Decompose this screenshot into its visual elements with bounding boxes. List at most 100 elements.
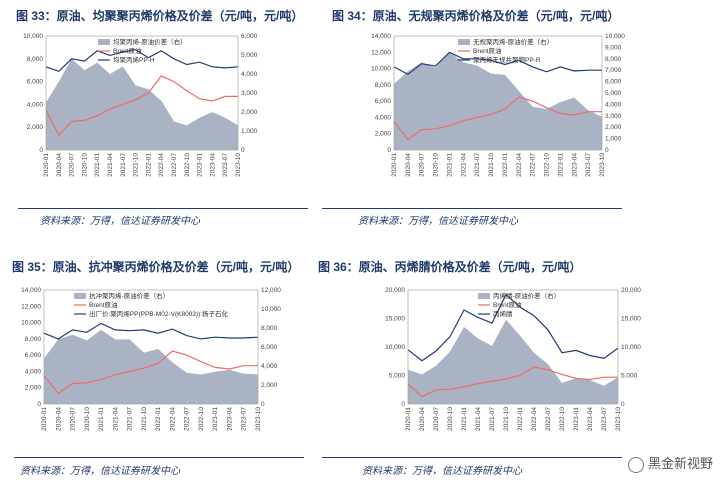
right-axis-tick-label: 3,000 [605, 113, 622, 120]
chart-title: 图 35：原油、抗冲聚丙烯价格及价差（元/吨，元/吨） [12, 260, 300, 274]
source-rule [14, 457, 304, 458]
x-axis-tick-label: 2023-10 [599, 153, 606, 177]
chart-svg: 0 2,000 4,000 6,000 8,000 10,000 12,000 14,000 0… [371, 33, 625, 177]
x-axis-tick-label: 2021-07 [120, 153, 127, 177]
x-axis-tick-label: 2021-04 [107, 153, 114, 177]
series-line [45, 49, 239, 72]
left-axis-tick-label: 4,000 [27, 101, 44, 108]
x-axis-tick-label: 2021-04 [475, 407, 482, 431]
legend-label: 抗冲聚丙烯-原油价差（右） [89, 291, 169, 300]
x-axis-tick-label: 2023-01 [197, 153, 204, 177]
legend-label: 无规聚丙烯-原油价差（右） [473, 37, 553, 46]
x-axis-tick-label: 2022-04 [169, 407, 176, 431]
x-axis-tick-label: 2022-04 [158, 153, 165, 177]
right-axis-tick-label: 4,000 [261, 363, 278, 370]
left-axis-tick-label: 0 [401, 401, 405, 408]
legend-label: 丙烯腈 [493, 309, 513, 318]
x-axis-tick-label: 2021-01 [446, 153, 453, 177]
x-axis-tick-label: 2022-01 [502, 153, 509, 177]
left-axis-tick-label: 10,000 [385, 344, 405, 351]
x-axis-tick-label: 2023-10 [615, 407, 622, 431]
right-axis-tick-label: 0 [261, 401, 265, 408]
series-line [407, 293, 619, 362]
legend-label: 均聚丙烯-原油价差（右） [113, 37, 187, 46]
x-axis-tick-label: 2022-10 [198, 407, 205, 431]
right-axis-tick-label: 5,000 [241, 52, 258, 59]
chart-svg: 0 2,000 4,000 6,000 8,000 10,000 12,000 14,000 0… [21, 287, 281, 431]
legend-label: Brent原油 [89, 300, 118, 309]
x-axis-tick-label: 2022-10 [559, 407, 566, 431]
left-axis-tick-label: 4,000 [25, 368, 42, 375]
x-axis-tick-label: 2022-10 [544, 153, 551, 177]
x-axis-tick-label: 2022-01 [155, 407, 162, 431]
x-axis-tick-label: 2023-01 [573, 407, 580, 431]
left-axis-tick-label: 20,000 [385, 287, 405, 294]
series-area [394, 52, 602, 150]
chart-panel-34: 图 34：原油、无规聚丙烯价格及价差（元/吨，元/吨） 0 2,000 4,000 6… [322, 0, 723, 244]
series-line [45, 75, 238, 137]
legend-label: Brent原油 [113, 46, 142, 55]
legend-label: 均聚丙烯PP-H [113, 55, 155, 64]
right-axis-tick-label: 4,000 [605, 101, 622, 108]
x-axis-tick-label: 2023-01 [557, 153, 564, 177]
right-axis-tick-label: 0 [621, 401, 625, 408]
watermark-text: 黑金新视野 [647, 456, 713, 472]
x-axis-tick-label: 2022-04 [531, 407, 538, 431]
series-area [44, 329, 258, 404]
left-axis-tick-label: 10,000 [21, 320, 41, 327]
left-axis-tick-label: 0 [387, 147, 391, 154]
left-axis-tick-label: 4,000 [375, 114, 392, 121]
x-axis-tick-label: 2020-07 [419, 153, 426, 177]
x-axis-tick-label: 2021-01 [98, 407, 105, 431]
x-axis-tick-label: 2020-01 [41, 407, 48, 431]
left-axis-tick-label: 12,000 [21, 303, 41, 310]
x-axis-tick-label: 2020-10 [81, 153, 88, 177]
right-axis-tick-label: 4,000 [241, 71, 258, 78]
legend-swatch [74, 293, 86, 299]
legend-swatch [458, 39, 470, 45]
series-line [407, 366, 618, 398]
left-axis-tick-label: 8,000 [25, 336, 42, 343]
series-line [393, 51, 602, 76]
x-axis-tick-label: 2023-04 [209, 153, 216, 177]
x-axis-tick-label: 2023-04 [587, 407, 594, 431]
x-axis-tick-label: 2021-10 [141, 407, 148, 431]
right-axis-tick-label: 8,000 [261, 325, 278, 332]
right-axis-tick-label: 0 [605, 147, 609, 154]
left-axis-tick-label: 0 [39, 147, 43, 154]
left-axis-tick-label: 10,000 [371, 66, 391, 73]
x-axis-tick-label: 2021-10 [133, 153, 140, 177]
legend-label: 出厂价:聚丙烯PP(PPB-M02-V(K8003)):扬子石化 [89, 309, 229, 318]
right-axis-tick-label: 6,000 [241, 33, 258, 40]
x-axis-tick-label: 2020-10 [84, 407, 91, 431]
left-axis-tick-label: 2,000 [25, 385, 42, 392]
right-axis-tick-label: 3,000 [241, 90, 258, 97]
x-axis-tick-label: 2023-04 [226, 407, 233, 431]
x-axis-tick-label: 2021-07 [474, 153, 481, 177]
x-axis-tick-label: 2021-10 [488, 153, 495, 177]
right-axis-tick-label: 5,000 [621, 373, 638, 380]
right-axis-tick-label: 20,000 [621, 287, 641, 294]
x-axis-tick-label: 2022-07 [545, 407, 552, 431]
x-axis-tick-label: 2022-01 [517, 407, 524, 431]
x-axis-tick-label: 2023-10 [235, 153, 242, 177]
source-note: 资料来源：万得，信达证券研发中心 [358, 216, 518, 227]
x-axis-tick-label: 2021-01 [94, 153, 101, 177]
x-axis-tick-label: 2020-01 [405, 407, 412, 431]
right-axis-tick-label: 2,000 [605, 124, 622, 131]
x-axis-tick-label: 2020-07 [433, 407, 440, 431]
source-rule [322, 457, 622, 458]
legend-swatch [478, 293, 490, 299]
x-axis-tick-label: 2023-07 [585, 153, 592, 177]
x-axis-tick-label: 2020-10 [447, 407, 454, 431]
x-axis-tick-label: 2020-04 [56, 153, 63, 177]
series-line [393, 96, 602, 141]
series-area [408, 319, 618, 404]
right-axis-tick-label: 10,000 [261, 306, 281, 313]
plot-frame [45, 35, 239, 151]
source-note: 资料来源：万得，信达证券研发中心 [40, 216, 200, 227]
right-axis-tick-label: 5,000 [605, 90, 622, 97]
plot-frame [43, 289, 259, 405]
x-axis-tick-label: 2021-07 [489, 407, 496, 431]
series-area [46, 58, 238, 150]
